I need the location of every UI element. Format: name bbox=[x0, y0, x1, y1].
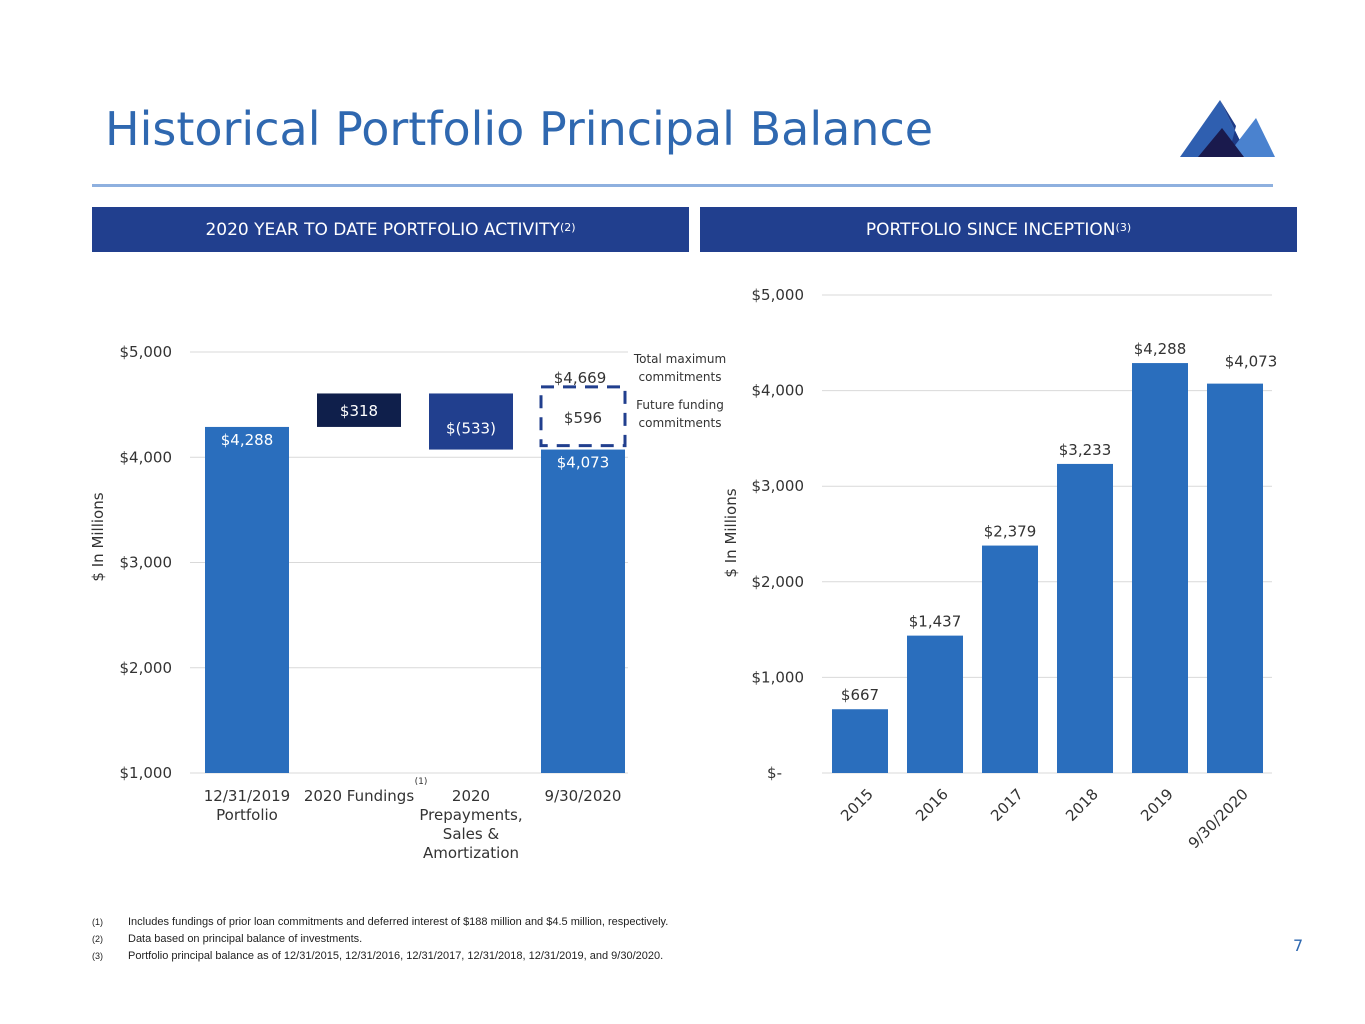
waterfall-bar bbox=[541, 449, 625, 773]
x-tick-label: 2015 bbox=[837, 785, 877, 825]
bar-value-label: $(533) bbox=[446, 419, 496, 437]
footnote-row: (3) Portfolio principal balance as of 12/… bbox=[92, 947, 668, 964]
x-tick-label: 2017 bbox=[987, 785, 1027, 825]
x-tick-label: 2019 bbox=[1137, 785, 1177, 825]
inception-bar bbox=[832, 709, 888, 773]
page-number: 7 bbox=[1293, 936, 1304, 955]
x-tick-label: 2020 Fundings bbox=[304, 787, 414, 805]
y-tick-label: $5,000 bbox=[752, 286, 805, 304]
inception-bar bbox=[982, 545, 1038, 773]
bar-value-label: $3,233 bbox=[1059, 441, 1112, 459]
bar-value-label: $318 bbox=[340, 402, 378, 420]
y-tick-label: $4,000 bbox=[120, 448, 173, 466]
year-to-date-activity-header-text: 2020 YEAR TO DATE PORTFOLIO ACTIVITY bbox=[205, 219, 560, 240]
x-tick-label: Prepayments, bbox=[419, 806, 522, 824]
annotation-text: commitments bbox=[639, 416, 722, 430]
footnote-row: (2) Data based on principal balance of in… bbox=[92, 930, 668, 947]
footnote-text: Data based on principal balance of inves… bbox=[128, 932, 363, 945]
bar-value-label: $1,437 bbox=[909, 613, 962, 631]
inception-bar bbox=[1207, 383, 1263, 773]
total-commitments-label: $4,669 bbox=[554, 369, 607, 387]
x-tick-label: Amortization bbox=[423, 844, 519, 862]
x-tick-label: 12/31/2019 bbox=[204, 787, 290, 805]
y-tick-label: $3,000 bbox=[120, 554, 173, 572]
y-tick-label: $- bbox=[767, 764, 782, 782]
since-inception-header-text: PORTFOLIO SINCE INCEPTION bbox=[865, 219, 1116, 240]
header-footnote-marker: (2) bbox=[559, 221, 576, 234]
x-tick-label: 9/30/2020 bbox=[1185, 785, 1252, 852]
x-tick-label: 2016 bbox=[912, 785, 952, 825]
x-tick-label: Portfolio bbox=[216, 806, 278, 824]
x-tick-label: 2020 bbox=[452, 787, 490, 805]
bar-value-label: $4,073 bbox=[1225, 353, 1278, 371]
inception-bar bbox=[1057, 463, 1113, 773]
since-inception-header: PORTFOLIO SINCE INCEPTION (3) bbox=[700, 207, 1297, 252]
waterfall-bar bbox=[205, 426, 289, 773]
bar-value-label: $667 bbox=[841, 686, 879, 704]
footnote-text: Includes fundings of prior loan commitme… bbox=[128, 915, 669, 928]
y-tick-label: $4,000 bbox=[752, 382, 805, 400]
page-title: Historical Portfolio Principal Balance bbox=[105, 102, 934, 156]
footnote-number: (2) bbox=[92, 933, 103, 944]
inception-bar bbox=[907, 635, 963, 773]
y-tick-label: $3,000 bbox=[752, 477, 805, 495]
x-tick-label: 2018 bbox=[1062, 785, 1102, 825]
waterfall-bar bbox=[317, 393, 401, 427]
y-tick-label: $5,000 bbox=[120, 343, 173, 361]
bar-value-label: $4,073 bbox=[557, 454, 610, 472]
bar-value-label: $4,288 bbox=[221, 431, 274, 449]
y-tick-label: $1,000 bbox=[120, 764, 173, 782]
y-axis-label: $ In Millions bbox=[89, 492, 107, 581]
footnote-number: (3) bbox=[92, 950, 103, 961]
annotation-text: Total maximum bbox=[633, 352, 726, 366]
footnotes: (1) Includes fundings of prior loan commi… bbox=[92, 913, 668, 964]
x-label-footnote-marker: (1) bbox=[415, 777, 428, 787]
mountain-peaks-icon bbox=[1180, 100, 1275, 157]
footnote-text: Portfolio principal balance as of 12/31/… bbox=[128, 949, 664, 962]
footnote-row: (1) Includes fundings of prior loan commi… bbox=[92, 913, 668, 930]
y-axis-label: $ In Millions bbox=[722, 488, 740, 577]
bar-value-label: $4,288 bbox=[1134, 340, 1187, 358]
bar-value-label: $2,379 bbox=[984, 523, 1037, 541]
future-funding-box bbox=[539, 385, 627, 448]
x-tick-label: Sales & bbox=[443, 825, 500, 843]
footnote-number: (1) bbox=[92, 916, 103, 927]
waterfall-bar bbox=[429, 393, 513, 450]
title-divider bbox=[92, 184, 1273, 187]
year-to-date-activity-header: 2020 YEAR TO DATE PORTFOLIO ACTIVITY (2) bbox=[92, 207, 689, 252]
y-tick-label: $2,000 bbox=[120, 659, 173, 677]
y-tick-label: $1,000 bbox=[752, 668, 805, 686]
x-tick-label: 9/30/2020 bbox=[545, 787, 622, 805]
annotation-text: Future funding bbox=[636, 398, 724, 412]
header-footnote-marker: (3) bbox=[1115, 221, 1132, 234]
inception-bar bbox=[1132, 363, 1188, 773]
y-tick-label: $2,000 bbox=[752, 573, 805, 591]
future-funding-label: $596 bbox=[564, 409, 602, 427]
annotation-text: commitments bbox=[639, 370, 722, 384]
